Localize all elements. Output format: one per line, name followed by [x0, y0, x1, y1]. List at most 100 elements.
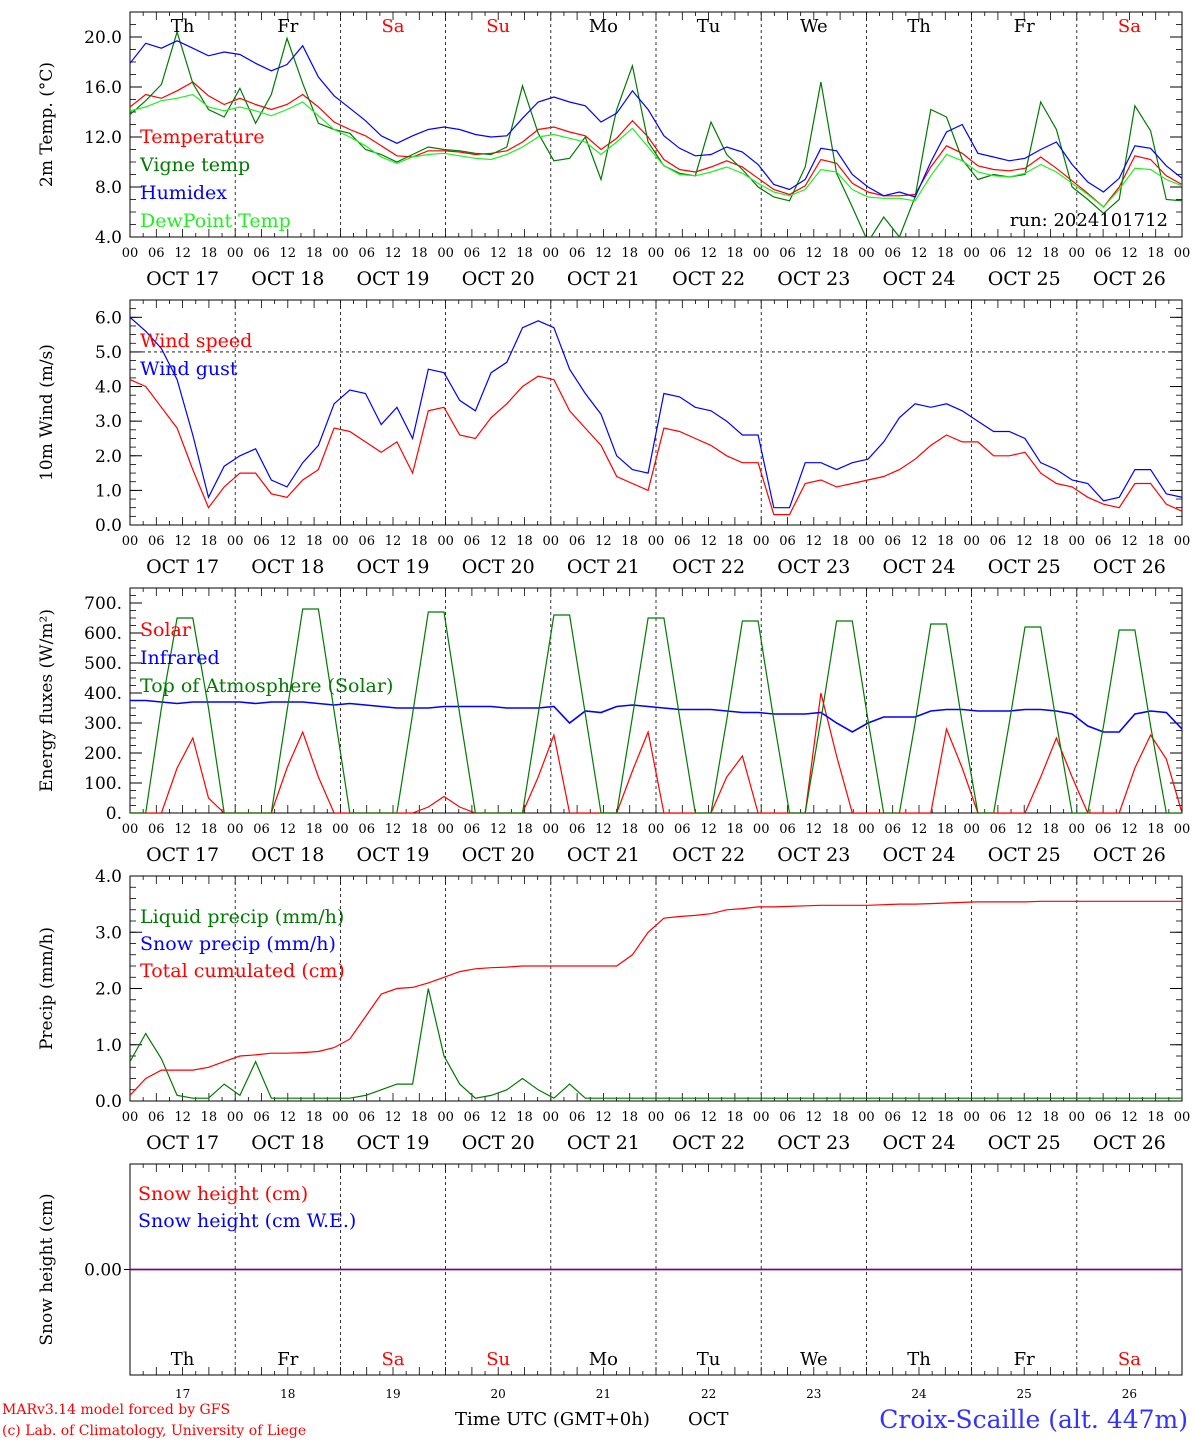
hour-tick-label: 18: [1042, 246, 1059, 261]
hour-tick-label: 06: [1095, 822, 1112, 837]
day-number-label: 23: [806, 1387, 821, 1401]
hour-tick-label: 12: [385, 246, 402, 261]
hour-tick-label: 00: [963, 822, 980, 837]
hour-tick-label: 12: [280, 822, 297, 837]
panel-5: 0.00 Snow height (cm) Snow height (cm) Snow…: [37, 1163, 1183, 1401]
hour-tick-label: 06: [569, 1110, 586, 1125]
hour-tick-label: 06: [884, 1110, 901, 1125]
hour-tick-label: 18: [621, 1110, 638, 1125]
day-name-label: Th: [171, 1349, 195, 1370]
panel-2: 0.0 1.0 2.0 3.0 4.0 5.0 6.0 10m Wind (m/s) Wind …: [37, 299, 1190, 578]
hour-tick-label: 06: [990, 246, 1007, 261]
date-label: OCT 20: [462, 556, 535, 578]
hour-tick-label: 12: [280, 1110, 297, 1125]
hour-tick-label: 18: [937, 1110, 954, 1125]
hour-tick-label: 06: [779, 534, 796, 549]
legend-entry: DewPoint Temp: [140, 210, 291, 232]
hour-tick-label: 12: [174, 534, 191, 549]
hour-tick-label: 00: [122, 534, 139, 549]
month-label: OCT: [688, 1409, 729, 1430]
hour-tick-label: 06: [569, 822, 586, 837]
hour-tick-label: 00: [543, 822, 560, 837]
hour-tick-label: 00: [227, 534, 244, 549]
hour-tick-label: 12: [1121, 246, 1138, 261]
hour-tick-label: 18: [516, 1110, 533, 1125]
y-tick-label: 300.: [84, 714, 122, 734]
hour-tick-label: 06: [358, 246, 375, 261]
location-label: Croix-Scaille (alt. 447m): [879, 1405, 1188, 1434]
series-line: [130, 699, 1182, 733]
hour-tick-label: 00: [753, 822, 770, 837]
hour-tick-label: 18: [306, 1110, 323, 1125]
date-label: OCT 21: [567, 556, 640, 578]
series-line: [130, 692, 1182, 813]
hour-tick-label: 12: [174, 1110, 191, 1125]
day-name-label: Mo: [589, 1349, 618, 1370]
run-label: run: 2024101712: [1010, 210, 1168, 231]
legend-entry: Top of Atmosphere (Solar): [140, 675, 393, 697]
hour-tick-label: 00: [543, 246, 560, 261]
hour-tick-label: 06: [990, 822, 1007, 837]
hour-tick-label: 18: [937, 246, 954, 261]
date-label: OCT 24: [882, 556, 955, 578]
hour-tick-label: 12: [490, 822, 507, 837]
date-label: OCT 22: [672, 844, 745, 866]
hour-tick-label: 18: [1042, 822, 1059, 837]
day-name-label: Th: [171, 16, 195, 37]
hour-tick-label: 06: [464, 246, 481, 261]
hour-tick-label: 06: [884, 534, 901, 549]
hour-tick-label: 18: [1042, 1110, 1059, 1125]
date-label: OCT 22: [672, 268, 745, 290]
date-label: OCT 23: [777, 1132, 850, 1154]
hour-tick-label: 06: [1095, 246, 1112, 261]
date-label: OCT 20: [462, 268, 535, 290]
day-name-label: Mo: [589, 16, 618, 37]
hour-tick-label: 12: [280, 246, 297, 261]
hour-tick-label: 00: [437, 1110, 454, 1125]
y-tick-label: 0.0: [95, 516, 122, 536]
hour-tick-label: 00: [437, 822, 454, 837]
hour-tick-label: 06: [464, 822, 481, 837]
panel-4: 0.0 1.0 2.0 3.0 4.0 Precip (mm/h) Liquid preci…: [37, 867, 1190, 1154]
hour-tick-label: 18: [1147, 822, 1164, 837]
date-label: OCT 19: [356, 268, 429, 290]
y-tick-label: 600.: [84, 624, 122, 644]
legend-entry: Wind speed: [140, 330, 252, 352]
legend-entry: Humidex: [140, 182, 227, 204]
hour-tick-label: 06: [779, 822, 796, 837]
date-label: OCT 19: [356, 1132, 429, 1154]
hour-tick-label: 12: [385, 534, 402, 549]
y-tick-label: 0.: [106, 804, 122, 824]
y-tick-label: 500.: [84, 654, 122, 674]
hour-tick-label: 12: [911, 1110, 928, 1125]
time-axis-label: Time UTC (GMT+0h): [455, 1409, 650, 1430]
hour-tick-label: 06: [1095, 534, 1112, 549]
day-number-label: 26: [1122, 1387, 1137, 1401]
date-label: OCT 26: [1093, 268, 1166, 290]
hour-tick-label: 18: [1147, 246, 1164, 261]
hour-tick-label: 06: [569, 246, 586, 261]
hour-tick-label: 00: [1069, 822, 1086, 837]
model-credit-text: MARv3.14 model forced by GFS: [2, 1402, 230, 1418]
date-label: OCT 18: [251, 1132, 324, 1154]
hour-tick-label: 18: [1042, 534, 1059, 549]
hour-tick-label: 00: [332, 534, 349, 549]
legend-entry: Wind gust: [140, 358, 238, 380]
y-axis-title: Snow height (cm): [37, 1193, 57, 1345]
date-label: OCT 23: [777, 556, 850, 578]
hour-tick-label: 12: [385, 822, 402, 837]
hour-tick-label: 12: [806, 1110, 823, 1125]
panel-1: 4.0 8.0 12.0 16.0 20.0 2m Temp. (°C) Temperatu…: [37, 11, 1190, 290]
hour-tick-label: 18: [411, 1110, 428, 1125]
hour-tick-label: 12: [490, 534, 507, 549]
date-label: OCT 17: [146, 556, 219, 578]
hour-tick-label: 06: [884, 246, 901, 261]
hour-tick-label: 18: [937, 534, 954, 549]
day-number-label: 20: [491, 1387, 506, 1401]
panel-frame: [129, 11, 1183, 238]
hour-tick-label: 06: [464, 1110, 481, 1125]
day-name-label: Tu: [697, 1349, 721, 1370]
hour-tick-label: 12: [806, 534, 823, 549]
hour-tick-label: 00: [122, 246, 139, 261]
